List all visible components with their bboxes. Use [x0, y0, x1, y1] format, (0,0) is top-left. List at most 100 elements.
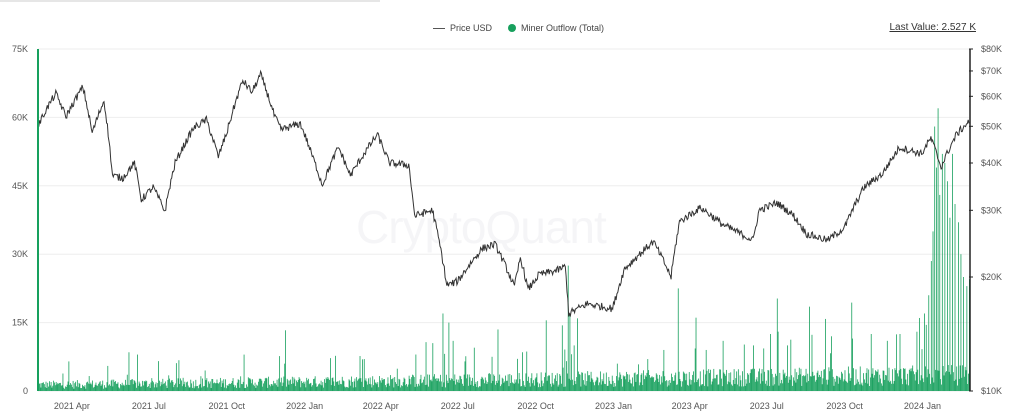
outflow-bar: [672, 380, 674, 391]
outflow-bar: [653, 377, 655, 391]
legend-item-outflow[interactable]: Miner Outflow (Total): [508, 23, 604, 33]
outflow-bar: [509, 373, 511, 391]
outflow-bar: [136, 387, 137, 391]
outflow-bar: [574, 380, 576, 391]
outflow-bar: [475, 381, 477, 391]
outflow-bar: [181, 386, 183, 391]
outflow-bar: [724, 374, 726, 391]
outflow-bar: [401, 385, 402, 391]
outflow-bar: [825, 318, 826, 391]
outflow-bar: [329, 379, 330, 391]
last-value-link[interactable]: Last Value: 2.527 K: [889, 22, 976, 33]
x-tick-label: 2023 Jan: [595, 401, 632, 411]
outflow-bar: [47, 382, 49, 391]
outflow-bar: [313, 378, 315, 391]
outflow-bar: [278, 378, 280, 391]
outflow-bar: [102, 380, 104, 391]
outflow-bar: [960, 254, 962, 391]
outflow-bar: [390, 379, 392, 391]
outflow-bar: [110, 380, 112, 391]
outflow-bar: [860, 384, 862, 391]
outflow-bar: [496, 383, 498, 391]
outflow-bar: [269, 384, 270, 391]
outflow-bar: [787, 345, 788, 391]
outflow-bar: [429, 374, 430, 391]
outflow-bar: [425, 342, 427, 391]
outflow-bar: [849, 380, 851, 391]
outflow-bar: [330, 358, 331, 391]
outflow-bar: [891, 369, 893, 391]
outflow-bar: [599, 371, 601, 391]
outflow-bar: [173, 387, 175, 391]
left-tick-label: 0: [23, 386, 28, 396]
outflow-bar: [852, 338, 853, 391]
outflow-bar: [423, 376, 425, 391]
outflow-bar: [561, 383, 562, 391]
outflow-bar: [115, 381, 116, 391]
outflow-bar: [617, 380, 619, 391]
outflow-bar: [489, 374, 491, 391]
outflow-bar: [92, 380, 93, 391]
outflow-bar: [771, 373, 773, 391]
outflow-bar: [968, 373, 969, 391]
outflow-bar: [87, 383, 89, 391]
outflow-bar: [298, 377, 300, 391]
outflow-bar: [82, 386, 84, 391]
outflow-bar: [829, 371, 831, 391]
outflow-bar: [899, 334, 901, 391]
outflow-bar: [779, 372, 781, 391]
outflow-bar: [169, 378, 170, 391]
outflow-bar: [951, 365, 953, 391]
outflow-bar: [667, 380, 669, 391]
outflow-bar: [643, 370, 644, 391]
outflow-bar: [309, 383, 311, 391]
outflow-bar: [258, 381, 259, 391]
outflow-bar: [770, 334, 771, 391]
outflow-bar: [536, 373, 538, 391]
outflow-bar: [63, 387, 65, 391]
outflow-bar: [323, 387, 325, 391]
outflow-bar: [786, 375, 787, 391]
right-tick-label: $70K: [981, 66, 1002, 76]
outflow-bar: [661, 382, 663, 391]
outflow-bar: [658, 381, 660, 391]
outflow-bar: [416, 383, 418, 391]
outflow-bar: [788, 376, 790, 391]
outflow-bar: [757, 381, 759, 391]
outflow-bar: [148, 386, 149, 391]
outflow-bar: [761, 369, 763, 391]
outflow-bar: [175, 383, 176, 391]
outflow-bar: [442, 313, 444, 391]
outflow-bar: [794, 368, 796, 391]
outflow-bar: [923, 382, 925, 391]
outflow-bar: [639, 382, 641, 391]
outflow-bar: [167, 379, 169, 391]
outflow-bar: [925, 324, 927, 391]
outflow-bar: [293, 377, 295, 391]
outflow-bar: [924, 313, 925, 391]
outflow-bar: [214, 382, 215, 391]
outflow-bar: [493, 374, 495, 391]
outflow-bar: [94, 384, 96, 391]
outflow-bar: [386, 383, 388, 391]
outflow-bar: [192, 381, 194, 391]
legend-item-price[interactable]: Price USD: [433, 23, 492, 33]
outflow-bar: [745, 379, 747, 391]
outflow-bar: [284, 363, 286, 391]
outflow-bar: [287, 380, 289, 391]
outflow-bar: [53, 380, 55, 391]
outflow-bar: [878, 382, 880, 391]
outflow-bar: [495, 384, 496, 391]
outflow-bar: [817, 370, 819, 391]
outflow-bar: [325, 377, 327, 391]
outflow-bar: [934, 126, 936, 392]
outflow-bar: [216, 379, 218, 391]
outflow-bar: [249, 378, 251, 391]
outflow-bar: [418, 383, 419, 391]
outflow-bar: [623, 376, 625, 391]
outflow-bar: [657, 378, 659, 391]
outflow-bar: [455, 384, 457, 391]
outflow-bar: [632, 386, 634, 391]
top-scroll-bar: [0, 0, 380, 2]
outflow-bar: [398, 378, 400, 391]
